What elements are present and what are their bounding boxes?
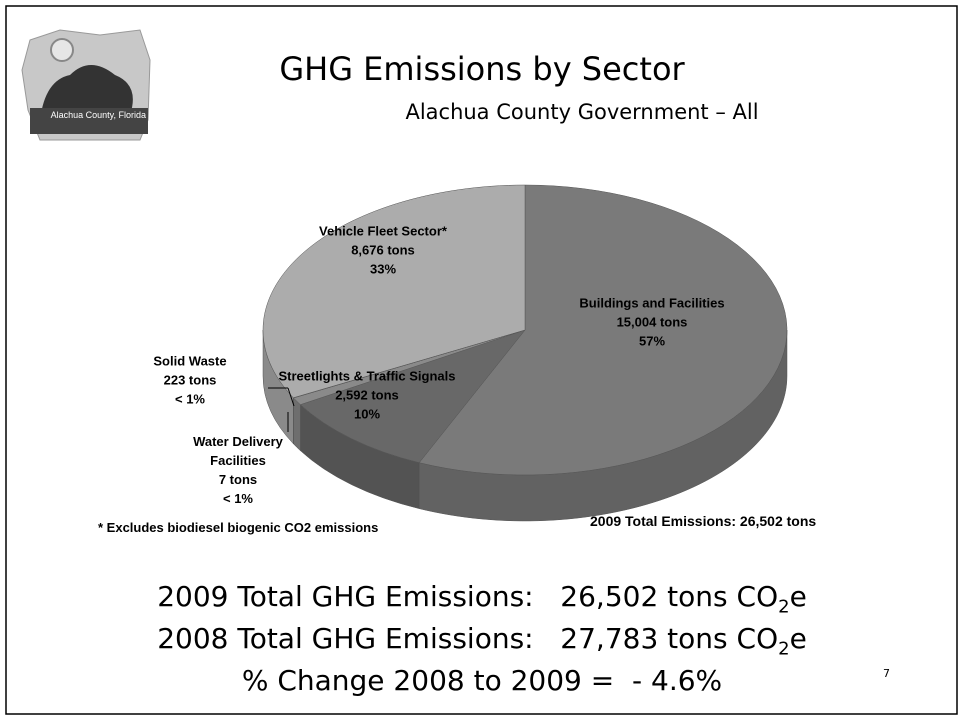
slice-value: 7 tons	[218, 472, 258, 487]
slice-value: 15,004 tons	[616, 314, 688, 330]
summary-line: 2009 Total GHG Emissions: 26,502 tons CO…	[0, 580, 964, 618]
slice-percent: 33%	[369, 261, 397, 277]
summary-label: 2009 Total GHG Emissions:	[157, 580, 534, 613]
slide-border	[5, 5, 958, 715]
slice-percent: < 1%	[223, 491, 253, 506]
summary-suffix: e	[789, 622, 807, 655]
slice-percent: 57%	[638, 333, 666, 349]
pie-slice	[299, 329, 526, 463]
page-number: 7	[883, 667, 890, 680]
chart-subtitle: Alachua County Government – All	[405, 100, 759, 124]
slice-name: Water Delivery Facilities	[193, 434, 283, 468]
pie-slice	[262, 184, 526, 399]
subscript: 2	[778, 596, 790, 618]
chart-title: GHG Emissions by Sector	[279, 50, 685, 88]
slice-value: 8,676 tons	[351, 242, 415, 258]
slice-value: 223 tons	[163, 372, 217, 388]
summary-line: 2008 Total GHG Emissions: 27,783 tons CO…	[0, 622, 964, 660]
data-label: Streetlights & Traffic Signals 2,592 tons…	[272, 367, 462, 424]
subscript: 2	[778, 638, 790, 660]
slice-percent: 10%	[353, 406, 381, 422]
pie-slice	[418, 184, 788, 476]
leader-line	[287, 387, 295, 407]
logo-text: Alachua County, Florida	[51, 110, 146, 120]
logo	[21, 29, 151, 141]
summary-label: 2008 Total GHG Emissions:	[157, 622, 534, 655]
slice-name: Solid Waste	[153, 353, 227, 369]
total-label: 2009 Total Emissions: 26,502 tons	[590, 513, 817, 529]
data-label: Buildings and Facilities 15,004 tons 57%	[577, 294, 727, 351]
slice-name: Buildings and Facilities	[579, 295, 725, 311]
data-label: Water Delivery Facilities 7 tons < 1%	[173, 432, 303, 508]
summary-value: 27,783 tons CO	[560, 622, 779, 655]
data-label: Vehicle Fleet Sector* 8,676 tons 33%	[283, 222, 483, 279]
data-label: Solid Waste 223 tons < 1%	[130, 352, 250, 409]
slice-percent: < 1%	[175, 391, 205, 407]
slice-value: 2,592 tons	[335, 387, 399, 403]
summary-line: % Change 2008 to 2009 = - 4.6%	[0, 664, 964, 697]
summary-value: 26,502 tons CO	[560, 580, 779, 613]
slice-name: Vehicle Fleet Sector*	[319, 223, 447, 239]
pie	[262, 184, 788, 522]
slice-name: Streetlights & Traffic Signals	[278, 368, 456, 384]
footnote: * Excludes biodiesel biogenic CO2 emissi…	[98, 520, 379, 535]
summary-suffix: e	[789, 580, 807, 613]
summary-label: % Change 2008 to 2009 = - 4.6%	[241, 664, 723, 697]
